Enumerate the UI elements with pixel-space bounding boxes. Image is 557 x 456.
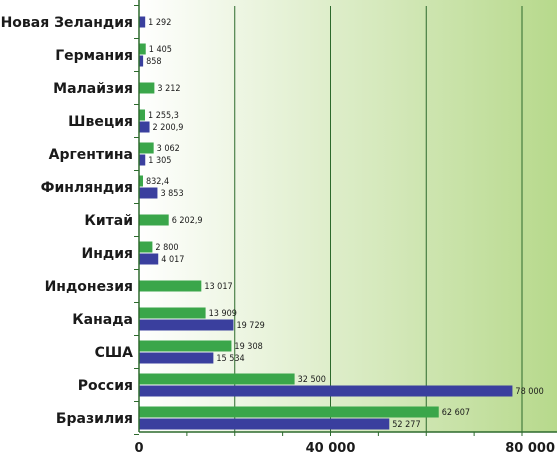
value-label: 3 212 <box>157 84 180 94</box>
bar <box>139 214 169 226</box>
value-label: 52 277 <box>392 420 420 430</box>
bars-group <box>139 16 513 430</box>
value-label: 62 607 <box>442 408 470 418</box>
bar <box>139 406 439 418</box>
category-label: Аргентина <box>49 147 133 163</box>
bar <box>139 175 143 187</box>
category-label: Малайзия <box>53 81 133 97</box>
bar <box>139 187 158 199</box>
value-label: 858 <box>146 57 161 67</box>
bar <box>139 280 202 292</box>
bar <box>139 43 146 55</box>
value-label: 1 255,3 <box>148 111 179 121</box>
bar <box>139 352 214 364</box>
bar <box>139 319 234 331</box>
value-label: 6 202,9 <box>172 216 203 226</box>
axes-group: 0 40 000 80 000 <box>134 0 557 456</box>
category-label: Индия <box>82 246 134 262</box>
value-label: 78 000 <box>515 387 543 397</box>
x-tick-label: 0 <box>134 441 143 456</box>
category-label: Китай <box>84 213 133 229</box>
value-label: 13 017 <box>204 282 232 292</box>
bar <box>139 307 206 319</box>
value-label: 19 308 <box>234 342 262 352</box>
value-label: 3 853 <box>160 189 183 199</box>
category-label: Швеция <box>68 114 133 130</box>
bar <box>139 82 155 94</box>
bar <box>139 241 153 253</box>
category-label: Россия <box>78 378 133 394</box>
bar <box>139 373 295 385</box>
value-label: 3 062 <box>157 144 180 154</box>
category-label: Германия <box>55 48 133 64</box>
bar <box>139 55 144 67</box>
grid-lines <box>234 6 523 432</box>
category-label: США <box>95 345 134 361</box>
category-label: Канада <box>72 312 133 328</box>
category-label: Новая Зеландия <box>1 15 133 31</box>
category-label: Бразилия <box>56 411 133 427</box>
value-label: 2 200,9 <box>153 123 184 133</box>
value-label: 1 405 <box>149 45 172 55</box>
value-label: 832,4 <box>146 177 169 187</box>
value-label: 1 305 <box>148 156 171 166</box>
x-tick-label: 40 000 <box>306 441 356 456</box>
value-labels-group: 1 292 1 405 858 3 212 1 255,3 2 200,9 3 062 1 3… <box>146 18 544 430</box>
bar <box>139 121 150 133</box>
value-label: 19 729 <box>236 321 264 331</box>
bar <box>139 16 146 28</box>
bar <box>139 109 146 121</box>
value-label: 2 800 <box>155 243 178 253</box>
bar <box>139 385 513 397</box>
bar <box>139 418 390 430</box>
value-label: 32 500 <box>298 375 326 385</box>
bar <box>139 142 154 154</box>
category-labels-group: Новая Зеландия Германия Малайзия Швеция Арге… <box>1 15 134 427</box>
category-label: Индонезия <box>45 279 133 295</box>
category-label: Финляндия <box>41 180 133 196</box>
value-label: 13 909 <box>209 309 237 319</box>
value-label: 4 017 <box>161 255 184 265</box>
bar <box>139 253 159 265</box>
bar <box>139 154 146 166</box>
x-tick-label: 80 000 <box>505 441 555 456</box>
value-label: 15 534 <box>216 354 244 364</box>
bar <box>139 340 232 352</box>
value-label: 1 292 <box>148 18 171 28</box>
